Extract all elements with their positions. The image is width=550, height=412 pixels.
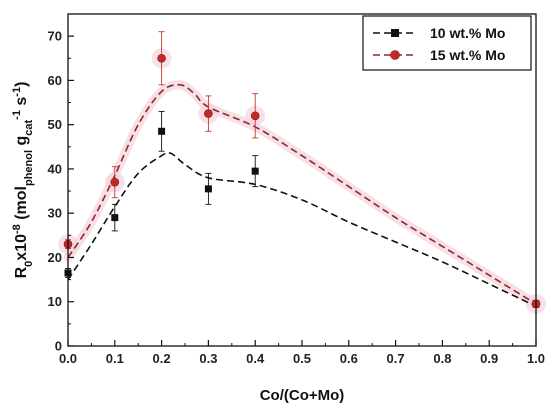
data-point xyxy=(111,214,119,222)
x-tick-label: 1.0 xyxy=(527,351,545,366)
data-point xyxy=(251,167,259,175)
legend-label: 10 wt.% Mo xyxy=(430,25,505,41)
y-axis-label-part: ) xyxy=(13,82,30,87)
x-axis-label: Co/(Co+Mo) xyxy=(260,387,345,404)
legend-swatch-marker xyxy=(390,50,400,60)
legend: 10 wt.% Mo 15 wt.% Mo xyxy=(362,15,532,71)
y-tick-label: 40 xyxy=(48,161,62,176)
data-point xyxy=(250,111,260,121)
y-axis-label-part: (mol xyxy=(13,186,30,224)
y-axis-label-part: x10 xyxy=(13,234,30,261)
x-tick-label: 0.3 xyxy=(199,351,217,366)
trend-line xyxy=(67,151,537,307)
y-tick-label: 20 xyxy=(48,250,62,265)
y-axis-label-part: phenol xyxy=(23,150,35,186)
data-point xyxy=(204,109,213,118)
x-tick-label: 0.9 xyxy=(480,351,498,366)
x-tick-label: 0.8 xyxy=(433,351,451,366)
y-axis-label-part: -8 xyxy=(11,224,23,234)
y-axis-label: R0x10-8 (molphenol gcat-1 s-1) xyxy=(11,82,35,279)
data-point xyxy=(110,177,120,187)
legend-swatch-marker xyxy=(391,29,399,37)
y-axis-label-part: R xyxy=(13,266,30,278)
trend-halo xyxy=(63,80,541,309)
y-tick-label: 30 xyxy=(48,206,62,221)
y-tick-label: 60 xyxy=(48,73,62,88)
y-axis-label-part: s xyxy=(13,97,30,110)
y-tick-label: 10 xyxy=(48,294,62,309)
x-tick-label: 0.1 xyxy=(106,351,124,366)
y-axis-label-part: -1 xyxy=(11,87,23,97)
x-tick-label: 0.7 xyxy=(387,351,405,366)
y-axis-label-part: g xyxy=(13,136,30,150)
legend-label: 15 wt.% Mo xyxy=(430,47,505,63)
data-point xyxy=(204,185,212,193)
marker-layer xyxy=(63,53,541,309)
y-tick-label: 70 xyxy=(48,29,62,44)
x-tick-label: 0.6 xyxy=(340,351,358,366)
legend-box xyxy=(362,15,532,71)
data-point xyxy=(157,53,166,63)
y-tick-label: 50 xyxy=(48,117,62,132)
data-point xyxy=(158,127,166,135)
y-axis-label-part: cat xyxy=(23,119,35,135)
y-axis-label-part: -1 xyxy=(11,110,23,120)
x-tick-label: 0.0 xyxy=(59,351,77,366)
y-tick-label: 0 xyxy=(55,339,62,354)
y-axis-label-part: 0 xyxy=(23,261,35,267)
x-tick-label: 0.5 xyxy=(293,351,311,366)
x-tick-label: 0.4 xyxy=(246,351,265,366)
x-tick-label: 0.2 xyxy=(153,351,171,366)
axis-layer: 0.0 0.1 0.2 0.3 0.4 0.5 0.6 0.7 0.8 0.9 1.0 0 10 20 30… xyxy=(48,29,546,366)
